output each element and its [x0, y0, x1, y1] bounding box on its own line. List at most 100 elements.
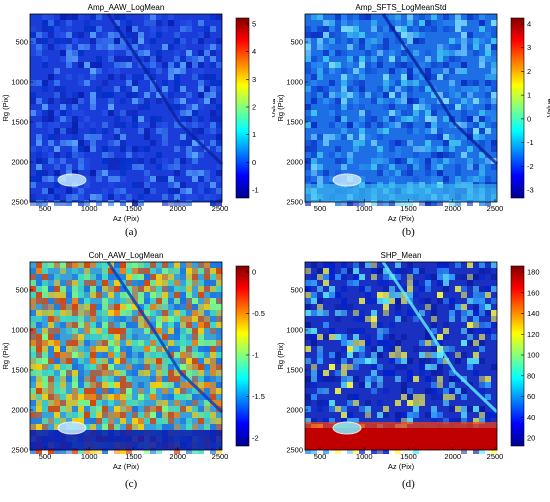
y-tick-label: 2000: [11, 406, 28, 415]
x-tick-label: 2000: [444, 204, 461, 213]
colorbar: [235, 265, 250, 447]
colorbar-tick-label: 3: [252, 75, 256, 84]
x-tick-label: 2000: [169, 204, 186, 213]
y-axis-label: Rg (Pix): [276, 94, 285, 122]
colorbar-tick-label: 0: [527, 114, 531, 123]
colorbar-label: Value: [545, 99, 550, 118]
colorbar-tick-label: 3: [527, 43, 531, 52]
colorbar-tick-label: -1: [252, 186, 259, 195]
x-axis-label: Az (Pix): [388, 214, 415, 223]
colorbar-tick-label: 5: [252, 20, 256, 29]
y-axis-label: Rg (Pix): [276, 342, 285, 370]
x-tick-label: 1000: [356, 204, 373, 213]
colorbar-tick-label: 1: [252, 130, 256, 139]
y-tick-label: 2500: [11, 446, 28, 455]
plot-title: Amp_AAW_LogMean: [88, 3, 165, 12]
caption-c: (c): [125, 478, 138, 490]
colorbar-tick-label: 20: [527, 434, 535, 443]
figure-panel-d: SHP_Mean 500 1000 1500 2000 2500 500 1000 1500 20…: [275, 248, 550, 496]
x-axis-label: Az (Pix): [113, 214, 140, 223]
y-tick-label: 1000: [11, 326, 28, 335]
y-tick-label: 2500: [286, 446, 303, 455]
map-image: [30, 13, 224, 206]
x-tick-label: 500: [39, 204, 52, 213]
colorbar-tick-label: -0.5: [252, 309, 265, 318]
colorbar: [510, 17, 525, 199]
y-tick-label: 500: [290, 286, 303, 295]
x-tick-label: 2500: [212, 452, 229, 461]
x-axis-label: Az (Pix): [388, 462, 415, 471]
x-tick-label: 1000: [356, 452, 373, 461]
x-tick-label: 500: [39, 452, 52, 461]
colorbar-tick-label: -3: [527, 186, 534, 195]
plot-title: SHP_Mean: [381, 251, 422, 260]
x-tick-label: 1500: [400, 452, 417, 461]
x-axis-label: Az (Pix): [113, 462, 140, 471]
sar-map-b: Amp_SFTS_LogMeanStd 500 1000 1500 2000 2500 50…: [276, 3, 550, 223]
colorbar: [235, 17, 250, 199]
sar-map-a: Amp_AAW_LogMean 500 1000 1500 2000 2500 500 100…: [1, 3, 279, 223]
caption-d: (d): [402, 478, 415, 490]
colorbar-tick-label: -1.5: [252, 392, 265, 401]
y-tick-label: 2000: [286, 158, 303, 167]
colorbar-tick-label: 80: [527, 371, 535, 380]
y-axis-label: Rg (Pix): [1, 94, 10, 122]
colorbar-tick-label: 2: [527, 67, 531, 76]
y-tick-label: 1500: [286, 366, 303, 375]
caption-b: (b): [402, 226, 415, 238]
map-image: [305, 261, 499, 454]
x-tick-label: 1000: [81, 452, 98, 461]
caption-a: (a): [125, 226, 138, 238]
x-tick-label: 500: [314, 452, 327, 461]
colorbar-tick-label: -1: [252, 351, 259, 360]
y-tick-label: 1500: [11, 118, 28, 127]
x-tick-label: 1500: [125, 452, 142, 461]
colorbar-tick-label: 120: [527, 330, 540, 339]
map-image: [30, 261, 224, 454]
colorbar: [510, 265, 525, 447]
colorbar-tick-label: 4: [252, 47, 256, 56]
x-tick-label: 2000: [169, 452, 186, 461]
colorbar-tick-label: 60: [527, 392, 535, 401]
y-tick-label: 2500: [11, 198, 28, 207]
figure-panel-b: Amp_SFTS_LogMeanStd 500 1000 1500 2000 2500 50…: [275, 0, 550, 248]
y-tick-label: 2000: [286, 406, 303, 415]
y-tick-label: 500: [15, 286, 28, 295]
y-tick-label: 1000: [286, 326, 303, 335]
sar-map-c: Coh_AAW_LogMean 500 1000 1500 2000 2500 500 100…: [1, 251, 265, 471]
x-tick-label: 1500: [125, 204, 142, 213]
colorbar-tick-label: -2: [252, 434, 259, 443]
colorbar-tick-label: 2: [252, 103, 256, 112]
colorbar-tick-label: 100: [527, 351, 540, 360]
y-tick-label: 1000: [286, 78, 303, 87]
colorbar-label: Value: [270, 99, 275, 118]
figure-panel-c: Coh_AAW_LogMean 500 1000 1500 2000 2500 500 100…: [0, 248, 275, 496]
sar-map-d: SHP_Mean 500 1000 1500 2000 2500 500 1000 1500 20…: [276, 251, 540, 471]
figure-panel-a: Amp_AAW_LogMean 500 1000 1500 2000 2500 500 100…: [0, 0, 279, 248]
y-tick-label: 500: [290, 38, 303, 47]
colorbar-tick-label: 0: [252, 158, 256, 167]
plot-title: Amp_SFTS_LogMeanStd: [355, 3, 446, 12]
colorbar-tick-label: 4: [527, 20, 531, 29]
map-image: [305, 13, 499, 206]
x-tick-label: 500: [314, 204, 327, 213]
y-tick-label: 1500: [286, 118, 303, 127]
y-tick-label: 2500: [286, 198, 303, 207]
plot-title: Coh_AAW_LogMean: [89, 251, 164, 260]
x-tick-label: 2500: [487, 452, 504, 461]
colorbar-tick-label: 1: [527, 91, 531, 100]
y-tick-label: 2000: [11, 158, 28, 167]
x-tick-label: 1000: [81, 204, 98, 213]
y-tick-label: 500: [15, 38, 28, 47]
x-tick-label: 2000: [444, 452, 461, 461]
colorbar-tick-label: 0: [252, 268, 256, 277]
y-tick-label: 1000: [11, 78, 28, 87]
colorbar-tick-label: 180: [527, 268, 540, 277]
colorbar-tick-label: -1: [527, 138, 534, 147]
colorbar-tick-label: 160: [527, 288, 540, 297]
x-tick-label: 2500: [212, 204, 229, 213]
colorbar-tick-label: 140: [527, 309, 540, 318]
colorbar-tick-label: 40: [527, 413, 535, 422]
x-tick-label: 1500: [400, 204, 417, 213]
y-tick-label: 1500: [11, 366, 28, 375]
